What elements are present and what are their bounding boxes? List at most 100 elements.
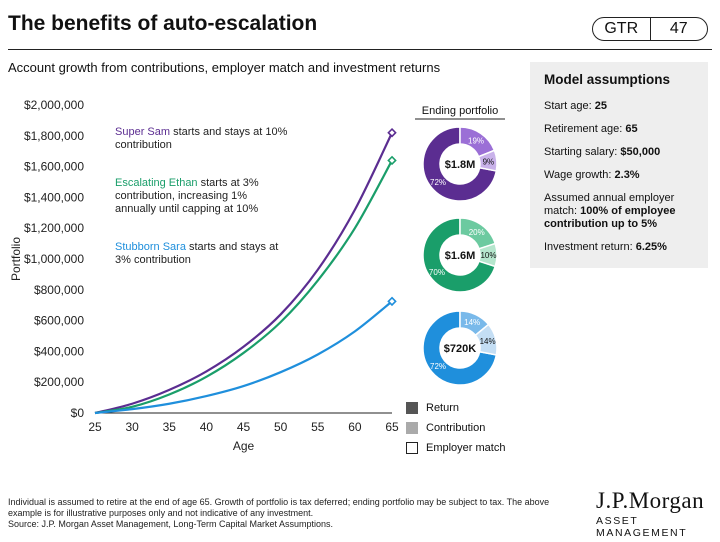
footnote-source: Source: J.P. Morgan Asset Management, Lo…: [8, 519, 333, 529]
gtr-page-badge: GTR 47: [592, 17, 708, 41]
annotation-escalating-ethan: Escalating Ethan starts at 3% contributi…: [115, 177, 280, 216]
x-tick-label: 55: [311, 420, 325, 434]
y-tick-label: $600,000: [34, 314, 84, 328]
x-tick-label: 65: [385, 420, 399, 434]
assumption-value: 65: [625, 123, 638, 135]
jpmorgan-logo: J.P.Morgan ASSET MANAGEMENT: [596, 488, 720, 539]
assumption-label: Starting salary:: [544, 146, 621, 158]
assumption-start-age: Start age: 25: [544, 100, 694, 113]
donut-1-data-label: 72%: [430, 178, 446, 187]
page-title: The benefits of auto-escalation: [8, 12, 318, 35]
donut-1-center-label: $1.8M: [445, 159, 476, 171]
assumptions-title: Model assumptions: [544, 72, 671, 87]
legend-item-contribution: Contribution: [406, 418, 505, 438]
y-tick-label: $1,600,000: [24, 160, 84, 174]
assumption-label: Assumed annual employer match:: [544, 192, 675, 217]
assumption-retirement-age: Retirement age: 65: [544, 123, 694, 136]
series-endpoint-stubborn-sara: [387, 296, 397, 307]
y-tick-label: $1,000,000: [24, 252, 84, 266]
badge-page-number: 47: [669, 20, 688, 37]
y-tick-label: $0: [71, 406, 85, 420]
legend-label: Return: [426, 402, 460, 414]
assumption-label: Retirement age:: [544, 123, 626, 135]
annotation-stubborn-sara-text: starts and stays at 3% contribution: [115, 241, 279, 266]
donut-panel-title: Ending portfolio: [422, 105, 498, 117]
badge-gtr-label: GTR: [604, 20, 639, 37]
x-tick-label: 25: [88, 420, 102, 434]
y-tick-label: $1,400,000: [24, 190, 84, 204]
donut-3-slice-return: [422, 310, 498, 386]
donut-2-data-label: 10%: [480, 251, 496, 260]
legend-swatch-contribution: [406, 422, 418, 434]
assumption-label: Investment return:: [544, 241, 636, 253]
footnote-text: Individual is assumed to retire at the e…: [8, 497, 550, 518]
assumption-wage-growth: Wage growth: 2.3%: [544, 169, 694, 182]
donut-3-data-label: 14%: [464, 318, 480, 327]
legend-swatch-employer-match: [406, 442, 418, 454]
donut-1-slice-employer-match: [477, 149, 498, 172]
y-tick-label: $200,000: [34, 375, 84, 389]
x-tick-label: 60: [348, 420, 362, 434]
donut-2-slice-return: [422, 217, 497, 293]
assumption-investment-return: Investment return: 6.25%: [544, 241, 694, 254]
assumption-value: 25: [594, 100, 608, 112]
series-line-escalating-ethan: [94, 159, 393, 415]
annotation-stubborn-sara: Stubborn Sara starts and stays at 3% con…: [115, 241, 290, 267]
x-tick-label: 45: [237, 420, 251, 434]
series-endpoint-super-sam: [387, 127, 397, 138]
footnote: Individual is assumed to retire at the e…: [8, 497, 568, 530]
y-axis-title: Portfolio: [9, 237, 23, 281]
donut-2-data-label: 70%: [429, 268, 445, 277]
series-endpoint-escalating-ethan: [387, 155, 397, 166]
assumption-value: $50,000: [620, 146, 661, 158]
assumption-starting-salary: Starting salary: $50,000: [544, 146, 694, 159]
legend-swatch-return: [406, 402, 418, 414]
legend-item-employer-match: Employer match: [406, 438, 505, 458]
donut-2-center-label: $1.6M: [445, 250, 476, 262]
y-tick-label: $1,200,000: [24, 221, 84, 235]
annotation-escalating-ethan-name: Escalating Ethan: [115, 177, 198, 189]
x-tick-label: 50: [274, 420, 288, 434]
annotation-stubborn-sara-name: Stubborn Sara: [115, 241, 186, 253]
y-tick-label: $1,800,000: [24, 129, 84, 143]
logo-wordmark: J.P.Morgan: [596, 488, 705, 513]
donut-1-data-label: 9%: [483, 157, 495, 166]
y-tick-label: $2,000,000: [24, 98, 84, 112]
donut-3-data-label: 14%: [480, 337, 496, 346]
legend-label: Employer match: [426, 442, 506, 454]
assumption-label: Wage growth:: [544, 169, 615, 181]
annotation-escalating-ethan-text: starts at 3% contribution, increasing 1%…: [115, 177, 259, 215]
donut-legend: Return Contribution Employer match: [406, 398, 505, 458]
y-tick-label: $800,000: [34, 283, 84, 297]
donut-3-data-label: 72%: [430, 362, 446, 371]
assumption-value: 6.25%: [635, 241, 667, 253]
donut-2-data-label: 20%: [469, 228, 485, 237]
header-rule: [8, 49, 712, 50]
assumption-value: 2.3%: [614, 169, 640, 181]
x-tick-label: 35: [163, 420, 177, 434]
assumption-value: 100% of employee contribution up to 5%: [544, 205, 676, 230]
chart-subtitle: Account growth from contributions, emplo…: [8, 60, 441, 75]
series-line-super-sam: [94, 132, 393, 415]
assumption-label: Start age:: [544, 100, 595, 112]
donut-2-slice-employer-match: [478, 242, 498, 268]
annotation-super-sam-name: Super Sam: [115, 126, 171, 138]
x-tick-label: 40: [200, 420, 214, 434]
annotation-super-sam-text: starts and stays at 10% contribution: [115, 126, 288, 151]
donut-1-data-label: 19%: [468, 136, 484, 145]
donut-1-slice-return: [422, 126, 498, 202]
donut-3-center-label: $720K: [444, 343, 476, 355]
donut-3-slice-employer-match: [474, 323, 498, 356]
model-assumptions-panel: Model assumptions Start age: 25 Retireme…: [530, 62, 708, 268]
y-tick-label: $400,000: [34, 344, 84, 358]
legend-item-return: Return: [406, 398, 505, 418]
series-line-stubborn-sara: [94, 300, 393, 415]
x-tick-label: 30: [125, 420, 139, 434]
legend-label: Contribution: [426, 422, 486, 434]
x-axis-title: Age: [233, 439, 255, 453]
badge-divider: [649, 18, 651, 40]
logo-subtitle: ASSET MANAGEMENT: [596, 515, 688, 539]
annotation-super-sam: Super Sam starts and stays at 10% contri…: [115, 126, 290, 152]
assumption-employer-match: Assumed annual employer match: 100% of e…: [544, 192, 694, 231]
